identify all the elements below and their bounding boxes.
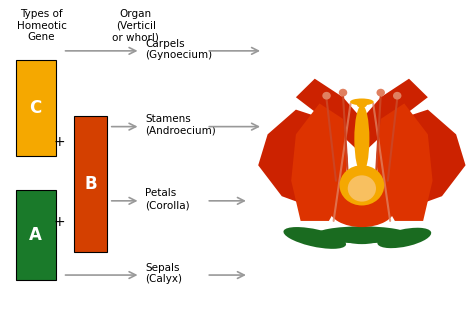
Bar [16,190,55,280]
Ellipse shape [355,105,369,173]
Polygon shape [357,79,428,150]
Bar [74,116,108,252]
Bar [16,60,55,156]
Text: A: A [29,226,42,244]
Polygon shape [376,104,433,221]
Text: Sepals
(Calyx): Sepals (Calyx) [145,263,182,284]
Ellipse shape [283,227,346,249]
Ellipse shape [377,228,431,248]
Ellipse shape [393,92,401,100]
Ellipse shape [343,232,381,244]
Ellipse shape [329,190,395,227]
Text: B: B [84,175,97,193]
Text: Types of
Homeotic
Gene: Types of Homeotic Gene [17,9,66,42]
Text: Organ
(Verticil
or whorl): Organ (Verticil or whorl) [112,9,159,42]
Polygon shape [296,79,366,150]
Ellipse shape [350,99,374,105]
Ellipse shape [339,165,384,206]
Text: Stamens
(Androecium): Stamens (Androecium) [145,114,216,136]
Ellipse shape [315,226,409,243]
Text: +: + [53,216,64,230]
Polygon shape [258,110,338,212]
Text: C: C [29,99,42,117]
Ellipse shape [348,175,376,202]
Polygon shape [291,104,348,221]
Polygon shape [385,110,465,212]
Text: Petals
(Corolla): Petals (Corolla) [145,188,190,210]
Ellipse shape [322,92,331,100]
Text: +: + [53,135,64,149]
Ellipse shape [339,89,347,96]
Text: Carpels
(Gynoecium): Carpels (Gynoecium) [145,38,212,60]
Ellipse shape [376,89,385,96]
Ellipse shape [357,101,367,108]
